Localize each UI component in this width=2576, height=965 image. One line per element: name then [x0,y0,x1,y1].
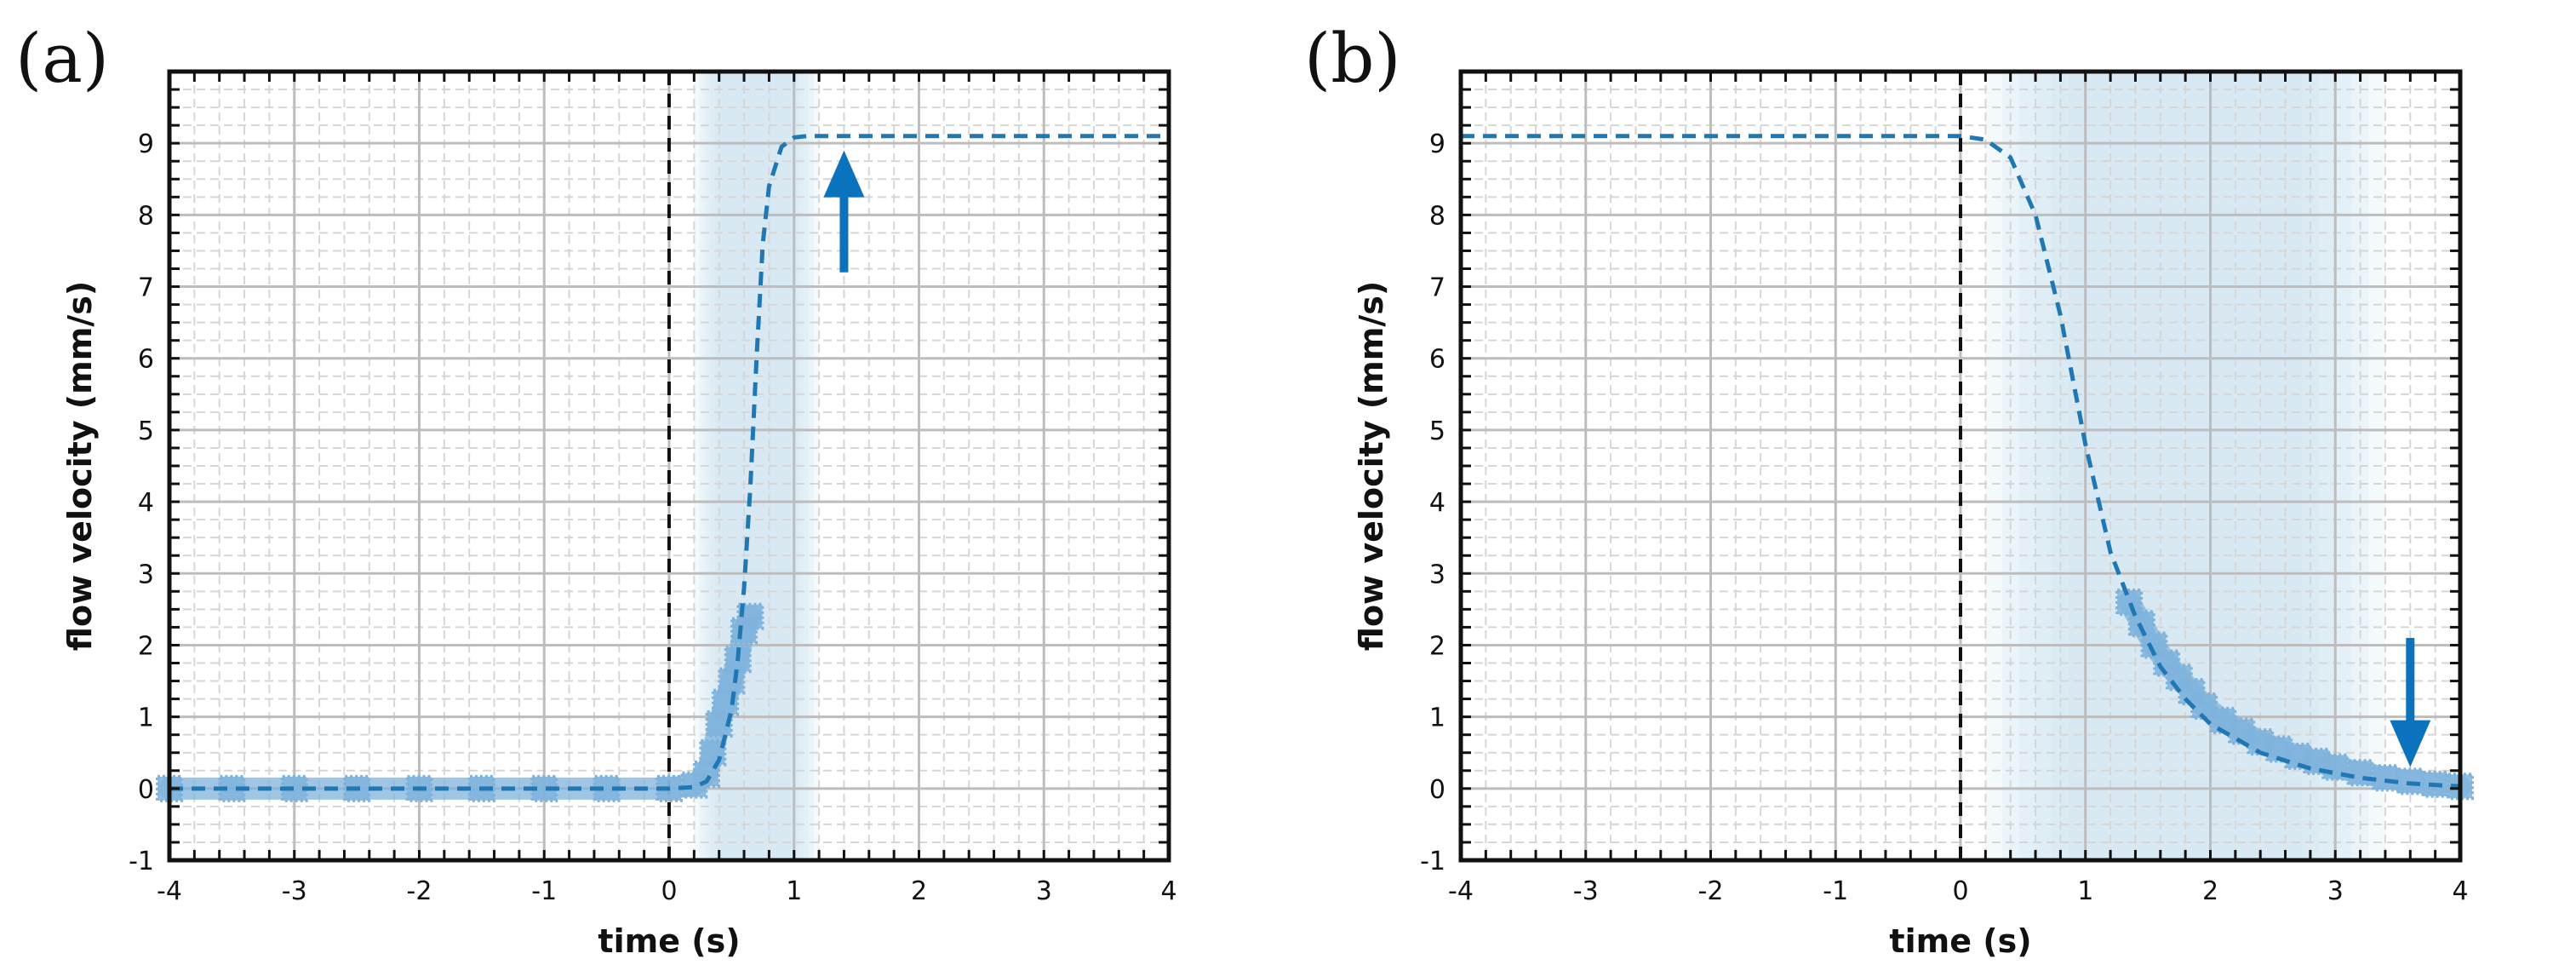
x-tick-label: -2 [407,876,432,906]
y-tick-label: 1 [1429,704,1445,733]
panel-b: -4 -3 -2 -1 0 1 2 3 4 -1 0 1 2 3 4 5 6 7 8 9 time (s) flow ve… [1304,19,2474,960]
y-tick-label: 3 [138,560,154,589]
y-tick-label: 2 [1429,631,1445,661]
y-tick-label: 4 [138,488,154,518]
y-tick-label: -1 [1420,847,1445,876]
y-tick-label: 8 [1429,201,1445,231]
x-tick-label: 0 [661,876,677,906]
x-tick-label: -4 [1448,876,1474,906]
y-tick-label: -1 [129,847,154,876]
y-tick-label: 4 [1429,488,1445,518]
data-band [158,605,762,800]
y-tick-label: 1 [138,704,154,733]
panel-label: (b) [1304,19,1401,98]
y-axis-label: flow velocity (mm/s) [1353,281,1390,651]
arrow-icon-head [2390,720,2431,767]
y-tick-label: 6 [1429,345,1445,375]
panel-a: -4 -3 -2 -1 0 1 2 3 4 -1 0 1 2 3 4 5 6 7 8 9 time (s) flow ve… [15,19,1177,960]
y-axis-label: flow velocity (mm/s) [61,281,99,651]
y-tick-label: 0 [138,775,154,805]
y-tick-label: 5 [138,416,154,446]
x-tick-label: 0 [1952,876,1968,906]
x-tick-label: 3 [1036,876,1052,906]
x-tick-label: 3 [2327,876,2344,906]
x-axis-label: time (s) [598,922,740,960]
y-tick-label: 0 [1429,775,1445,805]
x-tick-label: 1 [2077,876,2093,906]
panel-label: (a) [15,19,109,98]
x-tick-label: 4 [1160,876,1176,906]
fit-curve [1461,134,2461,789]
x-tick-label: 4 [2452,876,2468,906]
y-tick-label: 2 [138,631,154,661]
y-tick-label: 9 [1429,129,1445,159]
y-tick-label: 5 [1429,416,1445,446]
y-tick-label: 6 [138,345,154,375]
y-tick-label: 9 [138,129,154,159]
x-tick-label: -1 [1823,876,1848,906]
x-tick-label: -1 [531,876,557,906]
fit-curve [169,134,1169,791]
x-tick-label: -3 [1573,876,1599,906]
y-tick-label: 7 [1429,273,1445,303]
y-tick-label: 3 [1429,560,1445,589]
x-tick-label: 2 [911,876,927,906]
x-tick-label: 2 [2202,876,2218,906]
x-tick-label: -3 [282,876,307,906]
x-tick-label: 1 [786,876,802,906]
y-tick-label: 8 [138,201,154,231]
x-axis-label: time (s) [1889,922,2031,960]
x-tick-label: -4 [157,876,182,906]
x-tick-label: -2 [1698,876,1724,906]
y-tick-label: 7 [138,273,154,303]
data-band [2118,590,2471,798]
arrow-icon-head [823,150,865,198]
